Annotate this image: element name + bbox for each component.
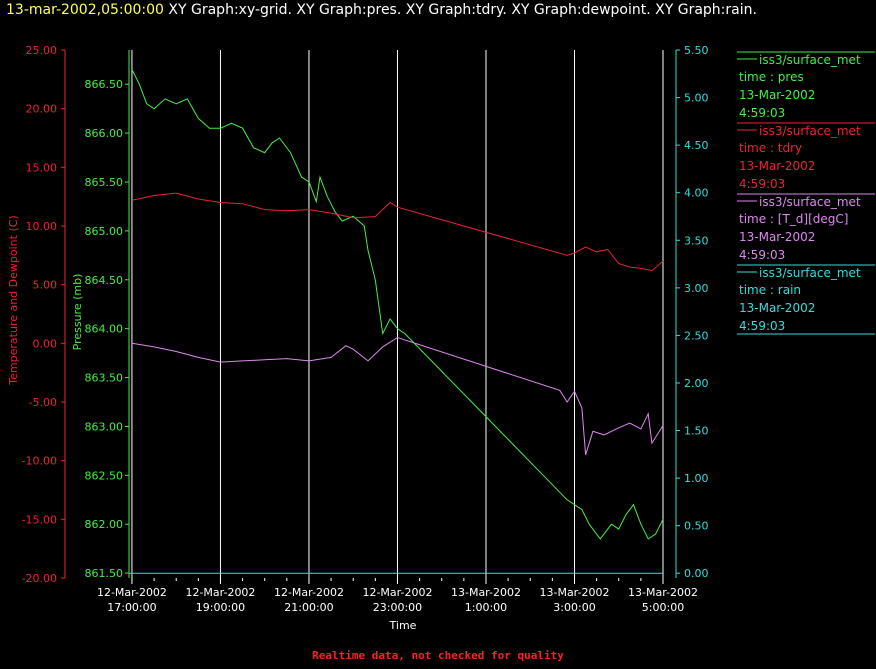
x-tick-time: 1:00:00 <box>465 601 507 614</box>
legend-date: 13-Mar-2002 <box>739 230 815 244</box>
rain-tick-label: 1.00 <box>684 472 709 485</box>
legend-source: iss3/surface_met <box>759 53 861 67</box>
x-tick-date: 12-Mar-2002 <box>97 586 167 599</box>
legend-field: time : pres <box>739 70 804 84</box>
x-tick-time: 21:00:00 <box>284 601 333 614</box>
temperature-tick-label: -20.00 <box>22 572 57 585</box>
pressure-tick-label: 865.00 <box>85 225 124 238</box>
rain-tick-label: 4.50 <box>684 139 709 152</box>
legend-field: time : rain <box>739 283 801 297</box>
pressure-tick-label: 865.50 <box>85 176 124 189</box>
quality-note: Realtime data, not checked for quality <box>312 649 564 662</box>
x-tick-time: 23:00:00 <box>373 601 422 614</box>
x-axis-label: Time <box>389 619 417 632</box>
series-line-dewpoint <box>131 336 664 455</box>
rain-tick-label: 0.50 <box>684 520 709 533</box>
pressure-tick-label: 862.50 <box>85 469 124 482</box>
pressure-tick-label: 866.00 <box>85 127 124 140</box>
legend-source: iss3/surface_met <box>759 124 861 138</box>
graph-description: XY Graph:xy-grid. XY Graph:pres. XY Grap… <box>168 2 757 18</box>
rain-tick-label: 5.00 <box>684 92 709 105</box>
x-tick-time: 19:00:00 <box>196 601 245 614</box>
rain-tick-label: 3.50 <box>684 234 709 247</box>
pressure-tick-label: 864.50 <box>85 274 124 287</box>
legend-source: iss3/surface_met <box>759 195 861 209</box>
rain-tick-label: 3.00 <box>684 282 709 295</box>
x-tick-date: 12-Mar-2002 <box>362 586 432 599</box>
temperature-tick-label: 15.00 <box>26 161 58 174</box>
legend-field: time : [T_d][degC] <box>739 212 848 226</box>
rain-tick-label: 2.00 <box>684 377 709 390</box>
temperature-tick-label: 0.00 <box>33 337 58 350</box>
x-tick-time: 17:00:00 <box>107 601 156 614</box>
x-tick-date: 13-Mar-2002 <box>628 586 698 599</box>
pressure-tick-label: 861.50 <box>85 567 124 580</box>
pressure-axis-label: Pressure (mb) <box>71 274 84 351</box>
legend-time: 4:59:03 <box>739 319 785 333</box>
x-tick-time: 3:00:00 <box>553 601 595 614</box>
timestamp-label: 13-mar-2002,05:00:00 <box>6 2 164 18</box>
temperature-tick-label: 25.00 <box>26 44 58 57</box>
x-tick-time: 5:00:00 <box>642 601 684 614</box>
pressure-tick-label: 862.00 <box>85 518 124 531</box>
temperature-axis-label: Temperature and Dewpoint (C) <box>7 215 20 385</box>
vertical-grid <box>131 50 664 578</box>
x-tick-date: 13-Mar-2002 <box>451 586 521 599</box>
legend-date: 13-Mar-2002 <box>739 88 815 102</box>
temperature-tick-label: 20.00 <box>26 103 58 116</box>
temperature-tick-label: 5.00 <box>33 279 58 292</box>
axes: 12-Mar-2002 17:00:00 12-Mar-2002 19:00:00 12… <box>7 44 709 632</box>
legend-time: 4:59:03 <box>739 106 785 120</box>
temperature-tick-label: -5.00 <box>29 396 57 409</box>
series-line-tdry <box>131 192 664 272</box>
rain-tick-label: 5.50 <box>684 44 709 57</box>
legend-date: 13-Mar-2002 <box>739 301 815 315</box>
legend-date: 13-Mar-2002 <box>739 159 815 173</box>
temperature-tick-label: -10.00 <box>22 455 57 468</box>
legend-time: 4:59:03 <box>739 177 785 191</box>
series-line-pres <box>131 69 664 540</box>
pressure-tick-label: 866.50 <box>85 78 124 91</box>
x-tick-date: 12-Mar-2002 <box>274 586 344 599</box>
legend-source: iss3/surface_met <box>759 266 861 280</box>
temperature-tick-label: 10.00 <box>26 220 58 233</box>
rain-tick-label: 1.50 <box>684 425 709 438</box>
x-tick-date: 13-Mar-2002 <box>539 586 609 599</box>
legend-time: 4:59:03 <box>739 248 785 262</box>
rain-tick-label: 4.00 <box>684 187 709 200</box>
pressure-tick-label: 864.00 <box>85 323 124 336</box>
temperature-tick-label: -15.00 <box>22 513 57 526</box>
pressure-tick-label: 863.00 <box>85 420 124 433</box>
x-tick-date: 12-Mar-2002 <box>185 586 255 599</box>
rain-tick-label: 0.00 <box>684 567 709 580</box>
pressure-tick-label: 863.50 <box>85 372 124 385</box>
legend-field: time : tdry <box>739 141 802 155</box>
series-group <box>129 69 664 574</box>
rain-tick-label: 2.50 <box>684 329 709 342</box>
graph-header: 13-mar-2002,05:00:00 XY Graph:xy-grid. X… <box>6 2 757 18</box>
